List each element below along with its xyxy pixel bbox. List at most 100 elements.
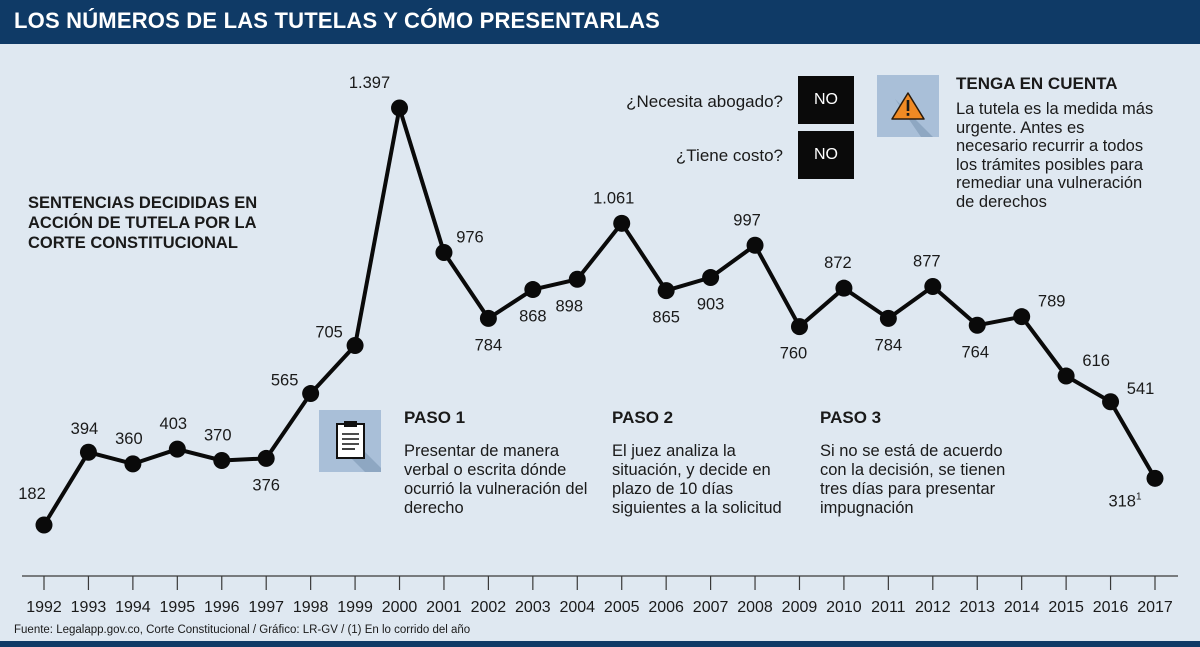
x-tick-label: 2010 bbox=[826, 599, 862, 616]
x-tick-label: 2015 bbox=[1048, 599, 1084, 616]
data-point bbox=[1013, 308, 1031, 326]
x-tick-label: 1999 bbox=[337, 599, 373, 616]
data-point bbox=[391, 99, 409, 117]
x-tick-label: 1995 bbox=[160, 599, 196, 616]
data-label: 784 bbox=[475, 336, 503, 354]
source-note: Fuente: Legalapp.gov.co, Corte Constituc… bbox=[14, 624, 471, 636]
x-tick-label: 2004 bbox=[559, 599, 595, 616]
data-point bbox=[213, 451, 231, 469]
data-point bbox=[79, 443, 97, 461]
data-label: 903 bbox=[697, 296, 725, 314]
x-tick-label: 1996 bbox=[204, 599, 240, 616]
data-label: 789 bbox=[1038, 293, 1066, 311]
data-point bbox=[568, 270, 586, 288]
data-point bbox=[257, 449, 275, 467]
step-3-text: Si no se está de acuerdo con la decisión… bbox=[820, 442, 1006, 517]
data-label: 1.061 bbox=[593, 189, 634, 207]
data-point bbox=[1102, 393, 1120, 411]
data-label: 565 bbox=[271, 372, 299, 390]
data-label: 764 bbox=[961, 343, 989, 361]
bottom-bar bbox=[0, 641, 1200, 647]
data-label: 541 bbox=[1127, 380, 1155, 398]
data-label: 976 bbox=[456, 228, 484, 246]
x-tick-label: 1992 bbox=[26, 599, 62, 616]
data-label: 868 bbox=[519, 308, 547, 326]
data-label: 872 bbox=[824, 254, 852, 272]
question-lawyer: ¿Necesita abogado? bbox=[626, 92, 783, 111]
data-point bbox=[879, 309, 897, 327]
data-label: 784 bbox=[875, 336, 903, 354]
x-tick-label: 1998 bbox=[293, 599, 329, 616]
x-tick-label: 2006 bbox=[648, 599, 684, 616]
data-label: 865 bbox=[652, 309, 680, 327]
header-bar: LOS NÚMEROS DE LAS TUTELAS Y CÓMO PRESEN… bbox=[0, 0, 1200, 44]
x-tick-label: 2011 bbox=[871, 599, 906, 616]
series-line bbox=[42, 106, 1157, 527]
data-point bbox=[524, 281, 542, 299]
x-tick-label: 2005 bbox=[604, 599, 640, 616]
data-point bbox=[968, 316, 986, 334]
x-tick-label: 2000 bbox=[382, 599, 418, 616]
data-point bbox=[302, 385, 320, 403]
x-tick-label: 2016 bbox=[1093, 599, 1129, 616]
data-label: 616 bbox=[1082, 352, 1110, 370]
x-tick-label: 1994 bbox=[115, 599, 151, 616]
data-label: 394 bbox=[71, 420, 99, 438]
data-point bbox=[790, 318, 808, 336]
answer-lawyer: NO bbox=[798, 76, 854, 124]
x-tick-label: 2008 bbox=[737, 599, 773, 616]
x-tick-label: 2014 bbox=[1004, 599, 1040, 616]
data-point bbox=[613, 214, 631, 232]
data-point bbox=[1057, 367, 1075, 385]
x-tick-label: 2003 bbox=[515, 599, 551, 616]
data-point bbox=[924, 277, 942, 295]
data-label: 760 bbox=[780, 345, 808, 363]
x-tick-label: 2012 bbox=[915, 599, 951, 616]
data-point bbox=[835, 279, 853, 297]
clipboard-icon bbox=[319, 410, 381, 472]
warning-title: TENGA EN CUENTA bbox=[956, 74, 1118, 93]
step-2-title: PASO 2 bbox=[612, 408, 674, 427]
data-label: 1.397 bbox=[349, 74, 390, 92]
data-point bbox=[168, 440, 186, 458]
data-point bbox=[657, 282, 675, 300]
warning-text: La tutela es la medida más urgente. Ante… bbox=[956, 100, 1154, 211]
step-3-title: PASO 3 bbox=[820, 408, 882, 427]
x-tick-label: 2002 bbox=[471, 599, 507, 616]
data-point bbox=[702, 269, 720, 287]
data-point bbox=[479, 309, 497, 327]
data-point bbox=[124, 455, 142, 473]
data-point bbox=[346, 337, 364, 355]
data-point bbox=[1146, 469, 1164, 487]
data-label: 403 bbox=[160, 415, 188, 433]
data-point bbox=[435, 243, 453, 261]
data-label: 3181 bbox=[1108, 491, 1142, 510]
data-label: 370 bbox=[204, 426, 232, 444]
data-label: 877 bbox=[913, 252, 941, 270]
data-point bbox=[35, 516, 53, 534]
x-tick-label: 1997 bbox=[248, 599, 284, 616]
step-1-text: Presentar de manera verbal o escrita dón… bbox=[404, 442, 588, 517]
data-label: 997 bbox=[733, 211, 761, 229]
footnote-marker: 1 bbox=[1136, 491, 1142, 502]
data-label: 898 bbox=[556, 297, 584, 315]
x-tick-label: 1993 bbox=[71, 599, 107, 616]
data-label: 182 bbox=[18, 485, 46, 503]
x-tick-label: 2009 bbox=[782, 599, 818, 616]
x-tick-label: 2007 bbox=[693, 599, 729, 616]
data-label: 360 bbox=[115, 430, 143, 448]
x-tick-label: 2013 bbox=[959, 599, 995, 616]
data-label: 705 bbox=[315, 324, 343, 342]
x-tick-label: 2001 bbox=[426, 599, 462, 616]
chart-title: SENTENCIAS DECIDIDAS EN ACCIÓN DE TUTELA… bbox=[28, 194, 258, 252]
x-tick-label: 2017 bbox=[1137, 599, 1173, 616]
question-cost: ¿Tiene costo? bbox=[675, 146, 783, 165]
step-1-title: PASO 1 bbox=[404, 408, 466, 427]
warning-icon bbox=[877, 75, 939, 137]
data-point bbox=[746, 236, 764, 254]
data-label: 376 bbox=[252, 476, 280, 494]
page-title: LOS NÚMEROS DE LAS TUTELAS Y CÓMO PRESEN… bbox=[14, 8, 661, 33]
answer-cost: NO bbox=[798, 131, 854, 179]
step-2-text: El juez analiza la situación, y decide e… bbox=[612, 442, 782, 517]
